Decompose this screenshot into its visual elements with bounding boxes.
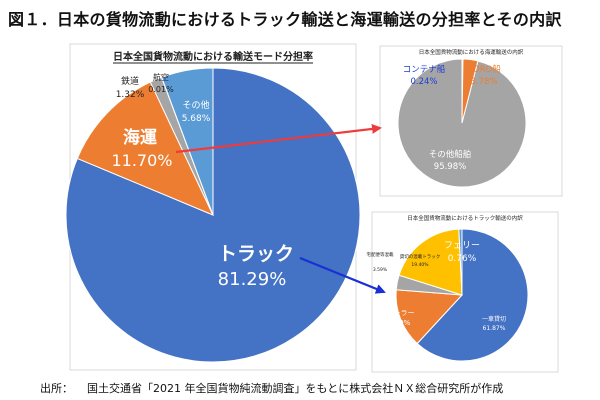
rail-slice-name: 鉄道 xyxy=(121,75,139,87)
other-ship-name: その他船舶 xyxy=(429,149,472,160)
other-slice-name: その他 xyxy=(182,99,209,111)
sea-chart-title: 日本全国貨物流動における海運輸送の内訳 xyxy=(419,48,524,56)
ferry-value: 0.76% xyxy=(448,254,477,264)
sea-pie xyxy=(397,58,527,188)
sea-slice-name: 海運 xyxy=(123,127,157,148)
container-ship-name: コンテナ船 xyxy=(403,64,446,75)
parcel-mixed-value: 3.59% xyxy=(373,267,388,273)
trailer-name: トレーラー xyxy=(380,309,415,317)
chartered-mixed-name: 貸切の混載トラック xyxy=(400,253,441,260)
chartered-name: 一車貸切 xyxy=(482,315,506,323)
sea-pie-slice-2 xyxy=(397,58,527,188)
truck-pie-slice-1 xyxy=(395,289,464,345)
source-note: 出所： 国土交通省「2021 年全国貨物純流動調査」をもとに株式会社ＮＸ総合研究所… xyxy=(40,380,503,396)
container-ship-value: 0.24% xyxy=(410,77,437,87)
truck-pie-slice-0 xyxy=(416,228,529,362)
chartered-mixed-value: 19.40% xyxy=(411,262,429,268)
source-text: 国土交通省「2021 年全国貨物純流動調査」をもとに株式会社ＮＸ総合研究所が作成 xyxy=(87,382,504,395)
roro-ship-name: RORO船 xyxy=(467,64,501,75)
truck-pie xyxy=(395,228,529,362)
main-pie-slice-4 xyxy=(160,67,214,216)
truck-breakdown-arrow xyxy=(299,256,386,294)
truck-pie-slice-3 xyxy=(398,228,463,296)
main-pie xyxy=(65,67,361,363)
rail-slice-value: 1.32% xyxy=(116,90,145,100)
sea-breakdown-arrow xyxy=(175,123,382,154)
sea-slice-value: 11.70% xyxy=(111,151,172,170)
parcel-mixed-name: 宅配便等混載 xyxy=(367,251,394,258)
ferry-name: フェリー xyxy=(444,241,480,251)
truck-pie-slice-4 xyxy=(458,228,463,296)
source-label: 出所： xyxy=(40,382,73,395)
trailer-value: 14.39% xyxy=(384,319,411,327)
truck-slice-value: 81.29% xyxy=(218,269,287,290)
air-slice-name: 航空 xyxy=(153,72,169,82)
main-chart-title: 日本全国貨物流動における輸送モード分担率 xyxy=(113,50,313,63)
main-pie-slice-1 xyxy=(76,81,215,216)
figure-title: 図１．日本の貨物流動におけるトラック輸送と海運輸送の分担率とその内訳 xyxy=(8,10,562,29)
truck-chart-title: 日本全国貨物流動におけるトラック輸送の内訳 xyxy=(407,214,523,222)
other-slice-value: 5.68% xyxy=(182,114,211,124)
truck-slice-name: トラック xyxy=(218,243,294,265)
roro-ship-value: 3.78% xyxy=(470,77,497,87)
air-slice-value: 0.01% xyxy=(148,85,174,94)
chartered-value: 61.87% xyxy=(483,325,506,332)
other-ship-value: 95.98% xyxy=(434,162,466,172)
